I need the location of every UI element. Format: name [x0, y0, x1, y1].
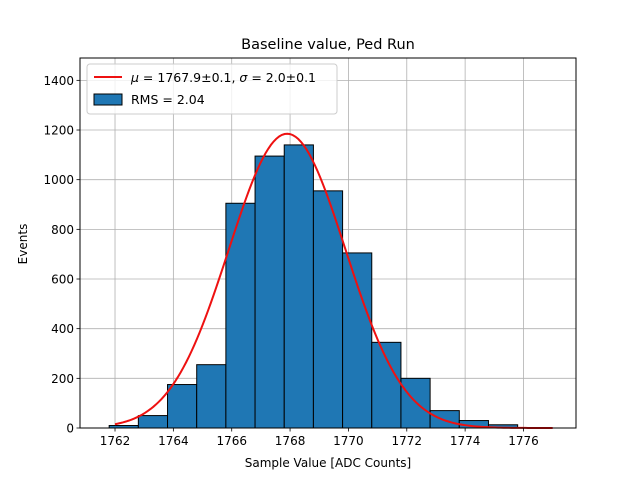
- x-tick-label: 1764: [158, 434, 189, 448]
- x-tick-label: 1772: [392, 434, 423, 448]
- legend: μ = 1767.9±0.1, σ = 2.0±0.1 RMS = 2.04: [86, 63, 338, 115]
- y-axis-ticks: 0 200 400 600 800 1000 1200 1400: [43, 74, 80, 436]
- legend-rms-label: RMS = 2.04: [131, 92, 205, 107]
- histogram-bar: [196, 364, 227, 429]
- histogram-bar: [283, 144, 314, 429]
- y-tick-label: 600: [51, 273, 74, 287]
- legend-sigma-symbol: σ: [239, 70, 248, 85]
- legend-fit-label: μ = 1767.9±0.1, σ = 2.0±0.1: [130, 70, 316, 85]
- y-tick-label: 0: [66, 422, 74, 436]
- x-tick-label: 1762: [100, 434, 131, 448]
- legend-box: [86, 63, 338, 115]
- histogram-bar: [254, 155, 285, 429]
- histogram-bar: [342, 252, 373, 429]
- legend-mu-symbol: μ: [130, 70, 139, 85]
- gaussian-fit-curve: [114, 132, 553, 429]
- y-tick-label: 1400: [43, 74, 74, 88]
- x-axis-ticks: 1762 1764 1766 1768 1770 1772 1774 1776: [100, 428, 539, 448]
- x-tick-label: 1766: [216, 434, 247, 448]
- chart-title: Baseline value, Ped Run: [241, 37, 415, 53]
- y-axis-label: Events: [16, 224, 30, 265]
- histogram-bar: [312, 190, 344, 429]
- y-tick-label: 400: [51, 322, 74, 336]
- x-tick-label: 1768: [275, 434, 306, 448]
- y-tick-label: 200: [51, 372, 74, 386]
- x-axis-label: Sample Value [ADC Counts]: [245, 456, 411, 470]
- y-tick-label: 1200: [43, 124, 74, 138]
- y-tick-label: 1000: [43, 173, 74, 187]
- plot-frame: [79, 57, 577, 429]
- histogram-bar: [371, 341, 402, 429]
- x-tick-label: 1776: [508, 434, 539, 448]
- x-tick-label: 1774: [450, 434, 481, 448]
- legend-mu-value: = 1767.9±0.1,: [139, 70, 239, 85]
- x-tick-label: 1770: [333, 434, 364, 448]
- legend-rms-swatch: [93, 93, 123, 106]
- y-tick-label: 800: [51, 223, 74, 237]
- histogram-bar: [225, 202, 256, 429]
- legend-sigma-value: = 2.0±0.1: [247, 70, 316, 85]
- histogram-bar: [167, 384, 198, 429]
- histogram-bars: [108, 144, 519, 429]
- histogram-bar: [137, 415, 169, 429]
